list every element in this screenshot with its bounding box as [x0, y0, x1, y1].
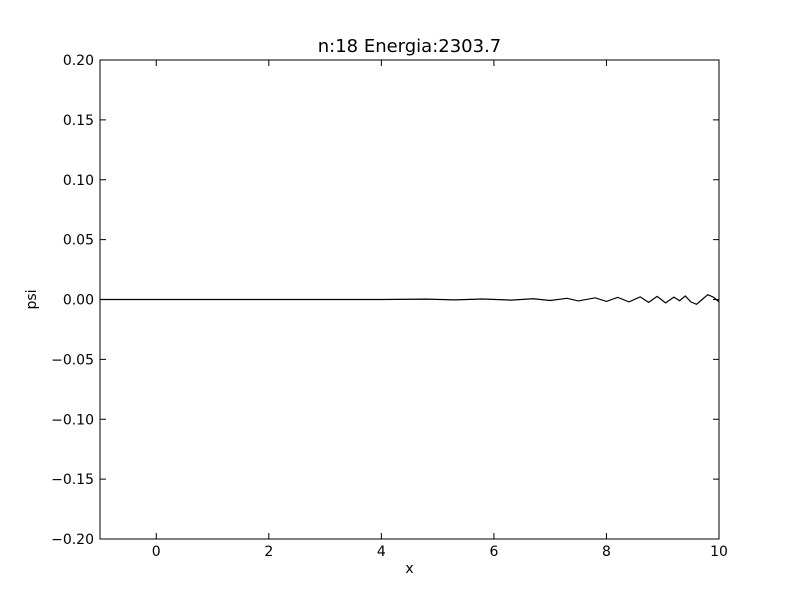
x-tick-label: 2 — [264, 544, 273, 560]
y-tick-label: 0.00 — [63, 293, 94, 309]
x-tick-label: 8 — [602, 544, 611, 560]
x-tick-label: 10 — [710, 544, 728, 560]
x-axis-label: x — [405, 561, 413, 577]
y-tick-label: −0.15 — [51, 472, 94, 488]
x-tick-label: 6 — [489, 544, 498, 560]
y-tick-label: 0.15 — [63, 113, 94, 129]
y-axis-label: psi — [24, 289, 40, 309]
y-tick-label: 0.10 — [63, 173, 94, 189]
y-tick-label: −0.10 — [51, 412, 94, 428]
chart-title: n:18 Energia:2303.7 — [318, 36, 502, 57]
axis-ticks: 0 2 4 6 8 10 0.20 0.15 0.10 0.05 0.00 −0.05 −0.10 −0.… — [51, 53, 728, 560]
x-tick-label: 0 — [152, 544, 161, 560]
x-tick-label: 4 — [377, 544, 386, 560]
y-tick-label: 0.05 — [63, 233, 94, 249]
series-line — [100, 294, 720, 305]
y-tick-label: −0.05 — [51, 352, 94, 368]
y-tick-label: −0.20 — [51, 532, 94, 548]
series-group — [100, 294, 720, 305]
y-tick-label: 0.20 — [63, 53, 94, 69]
